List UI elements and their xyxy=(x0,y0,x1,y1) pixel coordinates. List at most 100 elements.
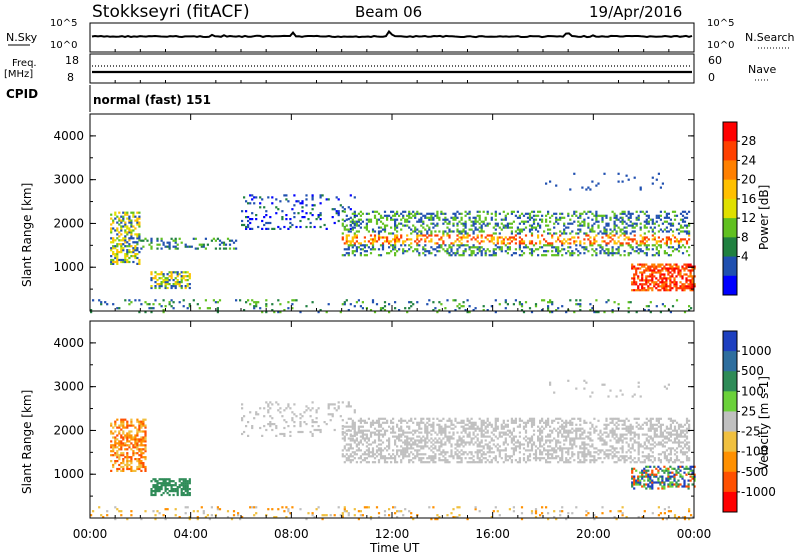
range-gate-cell xyxy=(597,244,600,247)
range-gate-cell xyxy=(679,273,682,276)
range-gate-cell xyxy=(349,303,352,306)
range-gate-cell xyxy=(486,445,489,448)
range-gate-cell xyxy=(430,449,433,452)
range-gate-cell xyxy=(432,421,435,424)
range-gate-cell xyxy=(563,429,566,432)
range-gate-cell xyxy=(589,453,592,456)
range-gate-cell xyxy=(675,267,678,270)
range-gate-cell xyxy=(150,492,153,495)
range-gate-cell xyxy=(448,234,451,237)
range-gate-cell xyxy=(613,453,616,456)
range-gate-cell xyxy=(557,427,560,430)
range-gate-cell xyxy=(174,241,177,244)
range-gate-cell xyxy=(327,198,330,201)
range-gate-cell xyxy=(349,240,352,243)
range-gate-cell xyxy=(311,198,314,201)
range-gate-cell xyxy=(341,224,344,227)
range-gate-cell xyxy=(188,492,191,495)
range-gate-cell xyxy=(651,182,654,185)
range-gate-cell xyxy=(253,202,256,205)
range-gate-cell xyxy=(474,228,477,231)
range-gate-cell xyxy=(553,447,556,450)
range-gate-cell xyxy=(400,461,403,464)
range-gate-cell xyxy=(253,307,256,310)
range-gate-cell xyxy=(241,223,244,227)
range-gate-cell xyxy=(289,221,292,225)
range-gate-cell xyxy=(247,216,250,219)
range-gate-cell xyxy=(565,423,568,426)
range-gate-cell xyxy=(579,305,582,308)
range-gate-cell xyxy=(663,445,666,448)
range-gate-cell xyxy=(611,435,614,438)
range-gate-cell xyxy=(345,242,348,245)
range-gate-cell xyxy=(484,216,487,219)
range-gate-cell xyxy=(573,453,576,456)
range-gate-cell xyxy=(341,433,344,436)
range-gate-cell xyxy=(691,267,694,270)
range-gate-cell xyxy=(448,455,451,458)
range-gate-cell xyxy=(671,210,675,213)
range-gate-cell xyxy=(363,254,366,257)
range-gate-cell xyxy=(506,252,509,255)
range-gate-cell xyxy=(381,427,385,430)
range-gate-cell xyxy=(619,433,622,436)
range-gate-cell xyxy=(450,230,453,233)
range-gate-cell xyxy=(639,289,642,292)
range-gate-cell xyxy=(118,307,121,310)
range-gate-cell xyxy=(683,451,687,454)
range-gate-cell xyxy=(410,301,413,304)
range-gate-cell xyxy=(679,451,683,454)
range-gate-cell xyxy=(188,283,191,286)
range-gate-cell xyxy=(369,425,373,428)
range-gate-cell xyxy=(526,443,530,446)
range-gate-cell xyxy=(422,447,425,450)
range-gate-cell xyxy=(132,215,135,218)
range-gate-cell xyxy=(625,425,628,428)
range-gate-cell xyxy=(353,427,356,430)
nsky-frame xyxy=(89,22,695,53)
range-gate-cell xyxy=(351,221,354,225)
range-gate-cell xyxy=(406,441,409,444)
range-gate-cell xyxy=(651,230,654,233)
range-gate-cell xyxy=(138,458,141,461)
range-gate-cell xyxy=(524,431,528,434)
range-gate-cell xyxy=(508,435,511,438)
range-gate-cell xyxy=(392,244,395,247)
range-gate-cell xyxy=(637,216,640,219)
range-gate-cell xyxy=(597,419,600,422)
range-gate-cell xyxy=(474,451,477,454)
range-gate-cell xyxy=(579,299,582,302)
range-gate-cell xyxy=(349,425,352,428)
range-gate-cell xyxy=(371,419,375,422)
range-gate-cell xyxy=(579,230,582,233)
range-gate-cell xyxy=(627,210,630,213)
range-gate-cell xyxy=(478,226,481,229)
range-gate-cell xyxy=(490,451,493,454)
range-gate-cell xyxy=(575,433,578,436)
range-gate-cell xyxy=(643,471,646,474)
range-gate-cell xyxy=(637,287,640,290)
range-gate-cell xyxy=(180,484,183,487)
range-gate-cell xyxy=(557,431,560,434)
range-gate-cell xyxy=(442,449,445,452)
range-gate-cell xyxy=(186,285,189,288)
range-gate-cell xyxy=(126,260,129,264)
range-gate-cell xyxy=(657,469,660,472)
range-gate-cell xyxy=(567,447,570,450)
range-gate-cell xyxy=(597,232,600,235)
range-gate-cell xyxy=(571,427,574,430)
range-gate-cell xyxy=(245,301,248,304)
range-gate-cell xyxy=(406,451,409,454)
range-gate-cell xyxy=(688,427,691,430)
range-gate-cell xyxy=(428,431,431,434)
range-gate-cell xyxy=(176,493,179,497)
range-gate-cell xyxy=(665,252,668,255)
range-gate-cell xyxy=(651,437,654,440)
range-gate-cell xyxy=(639,443,642,446)
range-gate-cell xyxy=(667,483,670,486)
range-gate-cell xyxy=(528,224,532,227)
range-gate-cell xyxy=(363,439,366,442)
range-gate-cell xyxy=(633,230,636,233)
range-gate-cell xyxy=(637,453,640,456)
range-gate-cell xyxy=(444,218,447,221)
